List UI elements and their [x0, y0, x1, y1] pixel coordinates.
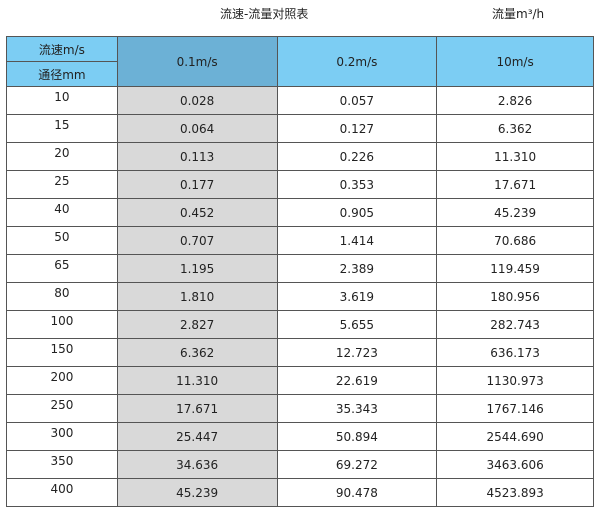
- flow-cell: 1.195: [116, 254, 278, 283]
- table-title: 流速-流量对照表: [220, 7, 309, 21]
- flow-cell: 3.619: [276, 282, 438, 311]
- header-row: 流速m/s 0.1m/s 0.2m/s 10m/s: [6, 36, 594, 87]
- flow-cell: 45.239: [116, 478, 278, 507]
- diameter-cell: 350: [6, 450, 118, 479]
- table-row: 300 25.447 50.894 2544.690: [6, 422, 594, 451]
- flow-cell: 0.113: [116, 142, 278, 171]
- flow-cell: 25.447: [116, 422, 278, 451]
- flow-cell: 12.723: [276, 338, 438, 367]
- table-row: 10 0.028 0.057 2.826: [6, 86, 594, 115]
- flow-cell: 0.353: [276, 170, 438, 199]
- unit-label: 流量m³/h: [492, 7, 545, 21]
- table-row: 200 11.310 22.619 1130.973: [6, 366, 594, 395]
- velocity-header: 流速m/s: [6, 36, 118, 62]
- diameter-cell: 65: [6, 254, 118, 283]
- diameter-header: 通径mm: [6, 61, 118, 87]
- flow-cell: 2.827: [116, 310, 278, 339]
- flow-cell: 45.239: [436, 198, 594, 227]
- flow-cell: 1.810: [116, 282, 278, 311]
- table-row: 25 0.177 0.353 17.671: [6, 170, 594, 199]
- flow-cell: 5.655: [276, 310, 438, 339]
- table-row: 15 0.064 0.127 6.362: [6, 114, 594, 143]
- flow-cell: 11.310: [436, 142, 594, 171]
- header-row-2: 通径mm: [6, 61, 594, 87]
- table-row: 250 17.671 35.343 1767.146: [6, 394, 594, 423]
- flow-cell: 636.173: [436, 338, 594, 367]
- column-header-0-1: 0.1m/s: [116, 36, 278, 87]
- flow-cell: 6.362: [436, 114, 594, 143]
- diameter-cell: 80: [6, 282, 118, 311]
- diameter-cell: 20: [6, 142, 118, 171]
- diameter-cell: 10: [6, 86, 118, 115]
- flow-cell: 119.459: [436, 254, 594, 283]
- flow-cell: 282.743: [436, 310, 594, 339]
- flow-cell: 17.671: [436, 170, 594, 199]
- diameter-cell: 50: [6, 226, 118, 255]
- diameter-cell: 400: [6, 478, 118, 507]
- flow-cell: 0.127: [276, 114, 438, 143]
- table-row: 400 45.239 90.478 4523.893: [6, 478, 594, 507]
- table-row: 20 0.113 0.226 11.310: [6, 142, 594, 171]
- flow-cell: 0.226: [276, 142, 438, 171]
- table-row: 80 1.810 3.619 180.956: [6, 282, 594, 311]
- table-row: 350 34.636 69.272 3463.606: [6, 450, 594, 479]
- flow-cell: 17.671: [116, 394, 278, 423]
- flow-cell: 2544.690: [436, 422, 594, 451]
- flow-cell: 6.362: [116, 338, 278, 367]
- flow-cell: 34.636: [116, 450, 278, 479]
- flow-cell: 35.343: [276, 394, 438, 423]
- column-header-10: 10m/s: [436, 36, 594, 87]
- diameter-cell: 250: [6, 394, 118, 423]
- flow-cell: 0.028: [116, 86, 278, 115]
- flow-cell: 0.177: [116, 170, 278, 199]
- flow-cell: 0.905: [276, 198, 438, 227]
- table-row: 50 0.707 1.414 70.686: [6, 226, 594, 255]
- table-row: 150 6.362 12.723 636.173: [6, 338, 594, 367]
- table-row: 100 2.827 5.655 282.743: [6, 310, 594, 339]
- flow-cell: 50.894: [276, 422, 438, 451]
- flow-cell: 90.478: [276, 478, 438, 507]
- diameter-cell: 15: [6, 114, 118, 143]
- velocity-flow-table: 流速m/s 0.1m/s 0.2m/s 10m/s 通径mm 10 0.028 0.…: [6, 36, 594, 507]
- diameter-cell: 40: [6, 198, 118, 227]
- flow-cell: 2.826: [436, 86, 594, 115]
- column-header-0-2: 0.2m/s: [276, 36, 438, 87]
- flow-cell: 69.272: [276, 450, 438, 479]
- diameter-cell: 100: [6, 310, 118, 339]
- diameter-cell: 300: [6, 422, 118, 451]
- flow-cell: 4523.893: [436, 478, 594, 507]
- flow-cell: 11.310: [116, 366, 278, 395]
- flow-cell: 0.452: [116, 198, 278, 227]
- diameter-cell: 25: [6, 170, 118, 199]
- diameter-cell: 200: [6, 366, 118, 395]
- table-row: 65 1.195 2.389 119.459: [6, 254, 594, 283]
- flow-cell: 180.956: [436, 282, 594, 311]
- flow-cell: 1.414: [276, 226, 438, 255]
- flow-cell: 1130.973: [436, 366, 594, 395]
- flow-cell: 0.057: [276, 86, 438, 115]
- flow-cell: 2.389: [276, 254, 438, 283]
- flow-cell: 70.686: [436, 226, 594, 255]
- diameter-cell: 150: [6, 338, 118, 367]
- flow-cell: 3463.606: [436, 450, 594, 479]
- table-row: 40 0.452 0.905 45.239: [6, 198, 594, 227]
- flow-cell: 0.064: [116, 114, 278, 143]
- flow-cell: 0.707: [116, 226, 278, 255]
- flow-cell: 1767.146: [436, 394, 594, 423]
- flow-cell: 22.619: [276, 366, 438, 395]
